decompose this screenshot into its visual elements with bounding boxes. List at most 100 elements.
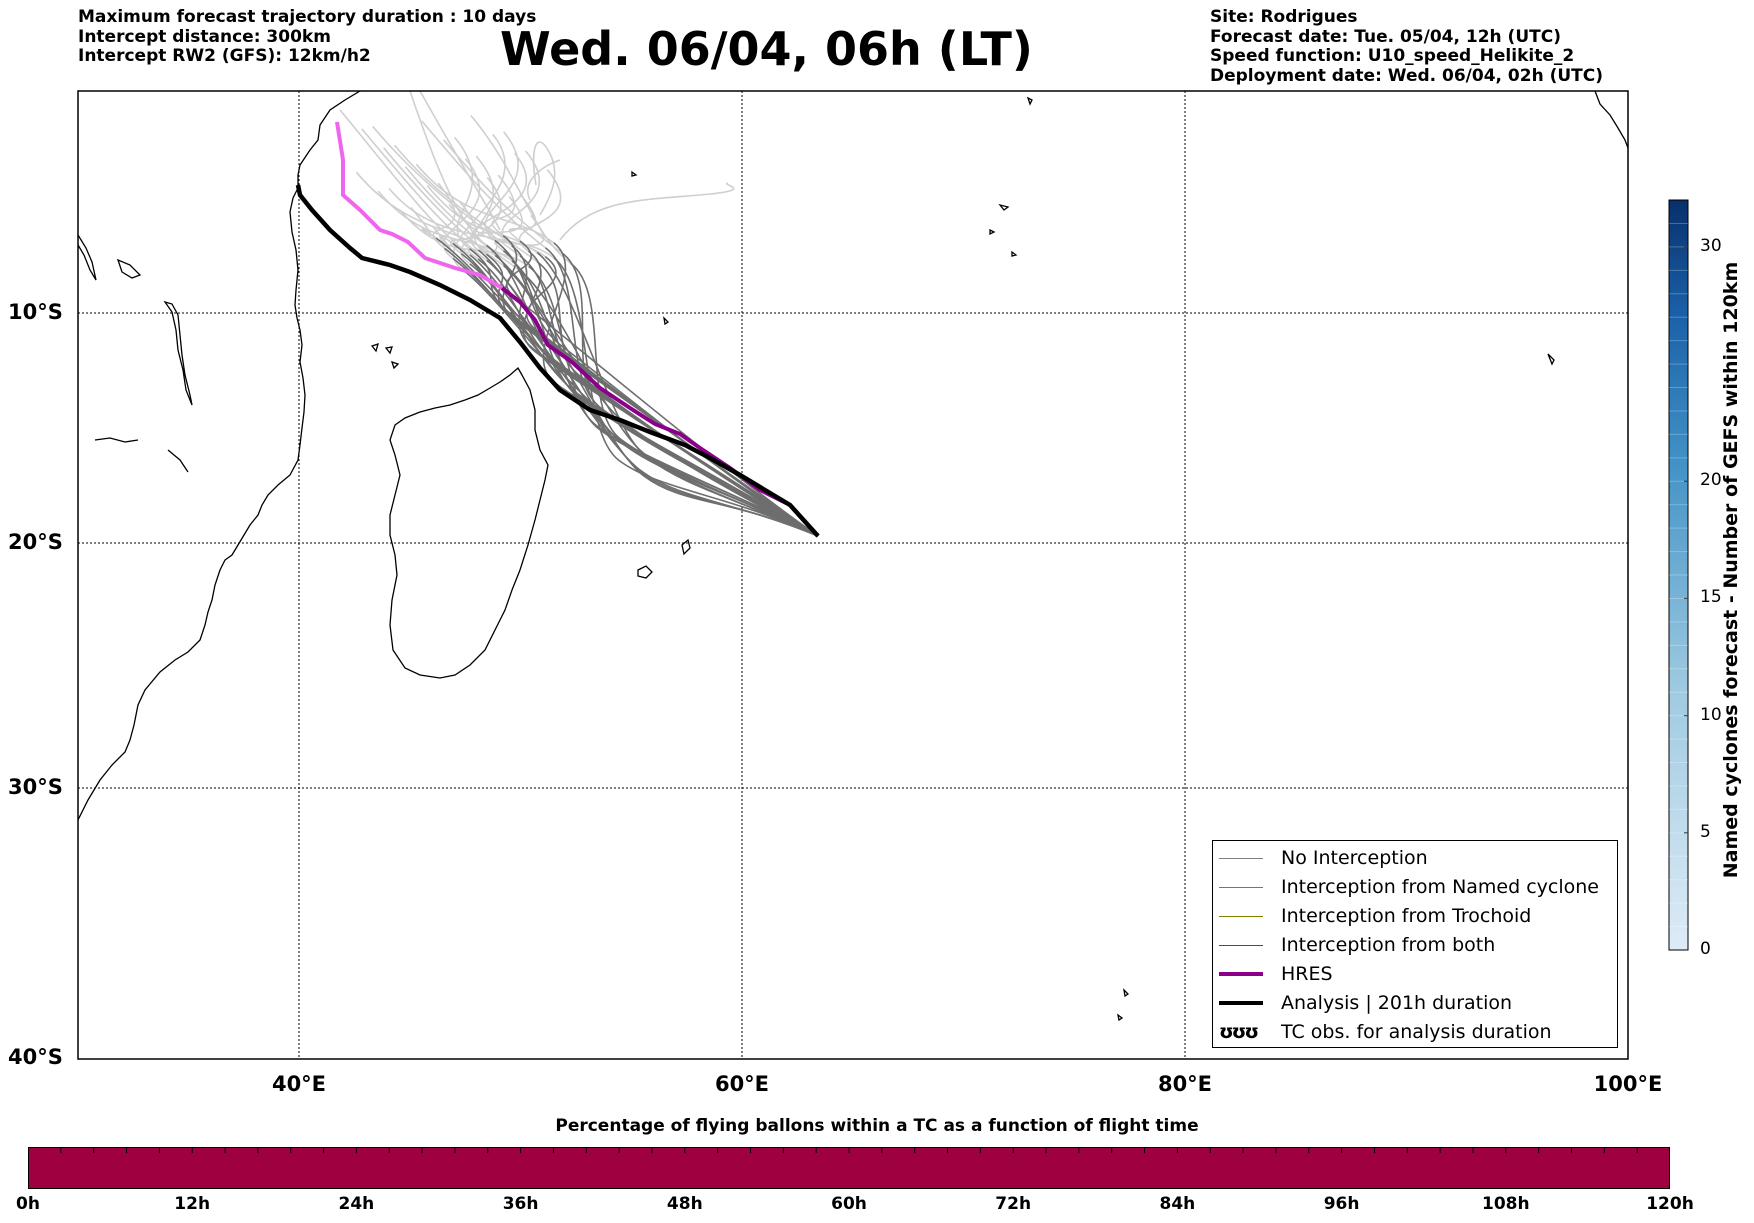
forecast-trajectory-early bbox=[449, 201, 477, 255]
legend-label: Interception from both bbox=[1281, 934, 1496, 956]
forecast-trajectory bbox=[522, 250, 819, 537]
timebar bbox=[28, 1147, 1670, 1189]
island bbox=[989, 228, 996, 236]
legend-swatch bbox=[1219, 857, 1263, 859]
timebar-label: 24h bbox=[338, 1194, 375, 1214]
lake-tanganyika bbox=[78, 234, 97, 281]
colorbar-tick-label: 20 bbox=[1700, 470, 1722, 491]
lon-label: 60°E bbox=[714, 1072, 770, 1096]
forecast-trajectory-early bbox=[339, 109, 471, 256]
forecast-trajectory bbox=[553, 257, 819, 537]
madagascar-coastline bbox=[389, 366, 549, 679]
island bbox=[663, 316, 670, 326]
page-title: Wed. 06/04, 06h (LT) bbox=[500, 22, 1033, 76]
island bbox=[1026, 96, 1033, 106]
lon-label: 100°E bbox=[1593, 1072, 1663, 1096]
africa-coastline bbox=[78, 91, 361, 821]
legend-item: HRES bbox=[1219, 961, 1333, 987]
header-info-right: Site: Rodrigues Forecast date: Tue. 05/0… bbox=[1210, 7, 1604, 86]
forecast-trajectory-early bbox=[383, 147, 505, 267]
sumatra-coastline bbox=[1594, 91, 1628, 149]
lake-kariba bbox=[94, 437, 139, 443]
forecast-trajectory-early bbox=[443, 139, 563, 254]
colorbar-tick-label: 0 bbox=[1700, 939, 1711, 959]
timebar-label: 12h bbox=[174, 1194, 211, 1214]
legend-item: No Interception bbox=[1219, 845, 1428, 871]
forecast-trajectory-early bbox=[377, 190, 513, 262]
forecast-trajectory-early bbox=[388, 188, 546, 258]
header-line: Maximum forecast trajectory duration : 1… bbox=[78, 7, 537, 27]
forecast-trajectory bbox=[502, 234, 819, 537]
forecast-trajectory-early bbox=[372, 125, 521, 257]
forecast-trajectory-early bbox=[527, 159, 561, 201]
forecast-trajectory-early bbox=[419, 91, 501, 231]
forecast-trajectory-early bbox=[421, 120, 546, 249]
mauritius-island bbox=[681, 538, 691, 556]
colorbar-tick-label: 15 bbox=[1700, 587, 1722, 608]
timebar-label: 120h bbox=[1646, 1194, 1694, 1214]
lake-victoria bbox=[116, 258, 142, 279]
header-line: Site: Rodrigues bbox=[1210, 7, 1358, 27]
forecast-trajectory-early bbox=[474, 155, 495, 255]
timebar-label: 108h bbox=[1482, 1194, 1530, 1214]
forecast-trajectory-early bbox=[508, 193, 537, 242]
timebar-label: 72h bbox=[995, 1194, 1032, 1214]
forecast-trajectory-early bbox=[453, 136, 474, 250]
cyclone-symbols-icon: ʊʊʊ bbox=[1219, 1021, 1259, 1043]
forecast-trajectory-early bbox=[410, 206, 437, 239]
legend-label: TC obs. for analysis duration bbox=[1281, 1021, 1552, 1043]
header-line: Speed function: U10_speed_Helikite_2 bbox=[1210, 46, 1575, 66]
colorbar-label-text: Named cyclones forecast - Number of GEFS… bbox=[1720, 261, 1742, 879]
comoros-island bbox=[370, 342, 379, 353]
map-frame bbox=[77, 90, 1629, 1060]
legend-swatch bbox=[1219, 915, 1263, 917]
island bbox=[631, 170, 638, 177]
lat-label: 20°S bbox=[8, 530, 63, 554]
header-line: Forecast date: Tue. 05/04, 12h (UTC) bbox=[1210, 26, 1561, 47]
analysis-trajectory bbox=[295, 184, 820, 538]
legend-item: Interception from both bbox=[1219, 932, 1495, 958]
comoros-island bbox=[384, 346, 393, 355]
timebar-label: 96h bbox=[1323, 1194, 1360, 1214]
timebar-label: 36h bbox=[502, 1194, 539, 1214]
forecast-trajectory bbox=[452, 257, 819, 537]
timebar-label: 60h bbox=[831, 1194, 867, 1214]
lon-label: 80°E bbox=[1157, 1072, 1213, 1096]
lake-fragment bbox=[167, 449, 189, 473]
legend-item: ʊʊʊ TC obs. for analysis duration bbox=[1219, 1019, 1552, 1045]
island bbox=[1117, 1013, 1124, 1022]
forecast-trajectories bbox=[435, 234, 819, 537]
header-line: Intercept RW2 (GFS): 12km/h2 bbox=[78, 46, 371, 66]
legend-swatch bbox=[1219, 886, 1263, 888]
legend-swatch bbox=[1219, 944, 1263, 946]
forecast-trajectory-early bbox=[484, 131, 519, 242]
timebar-label: 48h bbox=[666, 1194, 703, 1214]
legend-label: No Interception bbox=[1281, 847, 1428, 869]
legend-label: Interception from Named cyclone bbox=[1281, 876, 1599, 898]
legend-swatch bbox=[1219, 1001, 1263, 1005]
colorbar-tick-label: 10 bbox=[1700, 704, 1722, 725]
map-content bbox=[78, 91, 1628, 1059]
timebar-label: 84h bbox=[1159, 1194, 1196, 1214]
legend-label: HRES bbox=[1281, 963, 1333, 985]
island bbox=[998, 203, 1010, 211]
forecast-trajectory bbox=[528, 265, 819, 537]
grid-lines bbox=[78, 91, 1628, 1059]
header-line: Deployment date: Wed. 06/04, 02h (UTC) bbox=[1210, 65, 1604, 86]
legend-item: Interception from Named cyclone bbox=[1219, 874, 1599, 900]
colorbar-tick-label: 30 bbox=[1700, 235, 1722, 256]
legend-label: Analysis | 201h duration bbox=[1281, 992, 1513, 1014]
header-line: Intercept distance: 300km bbox=[78, 26, 331, 47]
comoros-island bbox=[390, 360, 400, 370]
island bbox=[1123, 988, 1130, 998]
legend-item: Interception from Trochoid bbox=[1219, 903, 1531, 929]
hres-trajectory-late bbox=[335, 121, 504, 290]
legend-swatch bbox=[1219, 972, 1263, 976]
lon-label: 40°E bbox=[271, 1072, 327, 1096]
reunion-island bbox=[637, 565, 653, 579]
legend-label: Interception from Trochoid bbox=[1281, 905, 1532, 927]
lat-label: 10°S bbox=[8, 300, 63, 324]
coastlines bbox=[78, 91, 1628, 1022]
timebar-label: 0h bbox=[16, 1194, 40, 1214]
